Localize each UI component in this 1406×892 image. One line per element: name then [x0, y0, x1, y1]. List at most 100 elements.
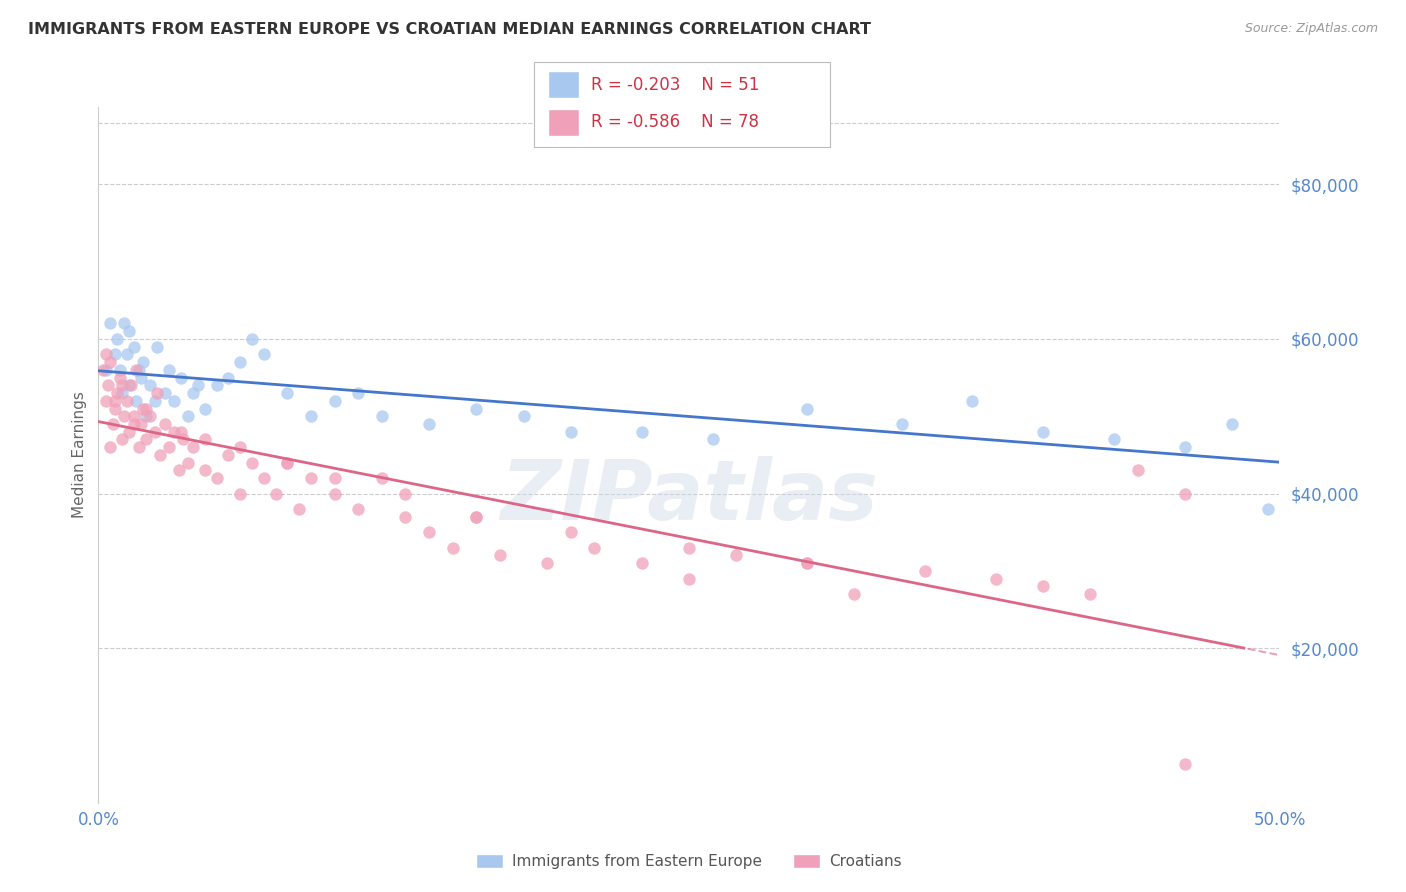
Point — [146, 340, 169, 354]
Point — [157, 363, 180, 377]
Point — [890, 417, 912, 431]
Point — [177, 456, 200, 470]
Point — [121, 378, 143, 392]
Point — [97, 378, 120, 392]
Point — [1220, 417, 1243, 431]
Point — [240, 456, 263, 470]
Point — [135, 433, 157, 447]
Point — [122, 409, 145, 424]
Point — [560, 425, 582, 439]
Point — [153, 417, 176, 431]
Point — [1032, 425, 1054, 439]
Point — [536, 556, 558, 570]
Text: R = -0.586    N = 78: R = -0.586 N = 78 — [591, 113, 758, 131]
Point — [129, 417, 152, 431]
Point — [299, 471, 322, 485]
Point — [98, 440, 121, 454]
Point — [205, 378, 228, 392]
Point — [112, 409, 135, 424]
Text: IMMIGRANTS FROM EASTERN EUROPE VS CROATIAN MEDIAN EARNINGS CORRELATION CHART: IMMIGRANTS FROM EASTERN EUROPE VS CROATI… — [28, 22, 872, 37]
Point — [94, 363, 117, 377]
Point — [217, 370, 239, 384]
Point — [111, 378, 134, 392]
Point — [465, 509, 488, 524]
Point — [583, 541, 606, 555]
Point — [347, 502, 370, 516]
Point — [796, 401, 818, 416]
Point — [122, 417, 145, 431]
Point — [170, 425, 193, 439]
Point — [630, 425, 652, 439]
Point — [135, 401, 157, 416]
Point — [394, 509, 416, 524]
Point — [678, 572, 700, 586]
Point — [104, 393, 127, 408]
Point — [111, 433, 134, 447]
Point — [229, 355, 252, 369]
Point — [194, 433, 217, 447]
Point — [94, 393, 117, 408]
Point — [560, 525, 582, 540]
Point — [465, 401, 488, 416]
Point — [371, 409, 394, 424]
Point — [129, 370, 152, 384]
Point — [725, 549, 748, 563]
Point — [98, 355, 121, 369]
Point — [149, 448, 172, 462]
Point — [104, 401, 127, 416]
Point — [177, 409, 200, 424]
Point — [323, 393, 346, 408]
Point — [276, 456, 298, 470]
Point — [118, 378, 141, 392]
Point — [1032, 579, 1054, 593]
Point — [101, 417, 124, 431]
Point — [118, 425, 141, 439]
Point — [323, 471, 346, 485]
Point — [229, 486, 252, 500]
Point — [194, 463, 217, 477]
Point — [105, 386, 128, 401]
Point — [796, 556, 818, 570]
Point — [630, 556, 652, 570]
Point — [796, 556, 818, 570]
Point — [94, 347, 117, 361]
Point — [984, 572, 1007, 586]
Point — [276, 386, 298, 401]
Point — [1126, 463, 1149, 477]
Text: ZIPatlas: ZIPatlas — [501, 456, 877, 537]
Point — [229, 440, 252, 454]
Point — [122, 340, 145, 354]
Point — [418, 417, 440, 431]
Text: R = -0.203    N = 51: R = -0.203 N = 51 — [591, 76, 759, 94]
Point — [465, 509, 488, 524]
Point — [132, 355, 155, 369]
Point — [128, 363, 150, 377]
Point — [111, 386, 134, 401]
Point — [844, 587, 866, 601]
Point — [276, 456, 298, 470]
Point — [143, 425, 166, 439]
Point — [104, 347, 127, 361]
Point — [914, 564, 936, 578]
Point — [128, 440, 150, 454]
Point — [135, 409, 157, 424]
Point — [288, 502, 311, 516]
Point — [702, 433, 724, 447]
Point — [1174, 757, 1197, 772]
Point — [217, 448, 239, 462]
Point — [205, 471, 228, 485]
Point — [108, 363, 131, 377]
Point — [146, 386, 169, 401]
Point — [1080, 587, 1102, 601]
Point — [1174, 486, 1197, 500]
Point — [394, 486, 416, 500]
Point — [172, 433, 194, 447]
Point — [240, 332, 263, 346]
Point — [112, 317, 135, 331]
Point — [418, 525, 440, 540]
Point — [125, 393, 148, 408]
Point — [170, 370, 193, 384]
Point — [1174, 440, 1197, 454]
Point — [167, 463, 190, 477]
Point — [264, 486, 287, 500]
